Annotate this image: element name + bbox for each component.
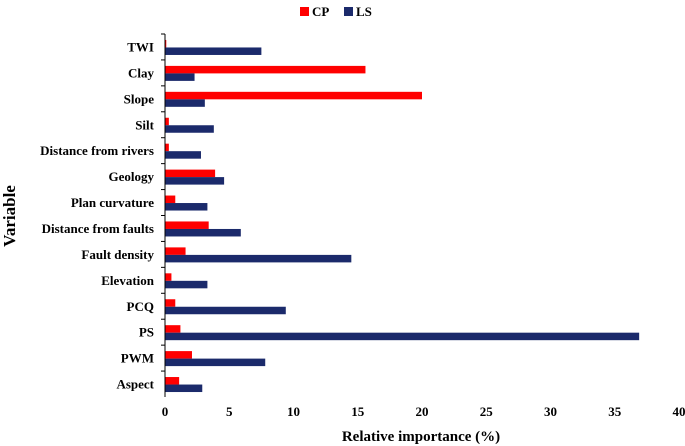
bar-ls-aspect xyxy=(165,384,203,393)
y-tick-label: Distance from faults xyxy=(42,221,154,236)
bar-cp-slope xyxy=(165,91,422,100)
y-tick-label: PCQ xyxy=(127,299,154,314)
bar-ls-pwm xyxy=(165,358,266,367)
legend-label-ls: LS xyxy=(356,4,372,19)
bar-ls-slope xyxy=(165,99,205,107)
y-tick-label: PS xyxy=(139,325,154,340)
y-tick-label: Clay xyxy=(128,65,155,80)
bar-cp-twi xyxy=(165,39,167,48)
bar-cp-clay xyxy=(165,65,366,74)
x-tick-label: 35 xyxy=(608,404,622,419)
bar-ls-fault-density xyxy=(165,254,352,263)
x-tick-label: 15 xyxy=(351,404,365,419)
bar-ls-silt xyxy=(165,125,214,133)
y-tick-label: Fault density xyxy=(81,247,154,262)
legend-label-cp: CP xyxy=(312,4,329,19)
bar-cp-silt xyxy=(165,117,169,126)
legend-swatch-cp xyxy=(300,7,309,16)
x-tick-label: 20 xyxy=(416,404,429,419)
bar-ls-ps xyxy=(165,332,640,341)
bar-ls-geology xyxy=(165,177,225,185)
x-tick-label: 25 xyxy=(480,404,494,419)
x-tick-label: 40 xyxy=(673,404,685,419)
legend-swatch-ls xyxy=(344,7,353,16)
bar-ls-clay xyxy=(165,73,195,81)
y-tick-label: Geology xyxy=(109,169,155,184)
y-tick-label: Silt xyxy=(135,117,154,132)
x-tick-label: 0 xyxy=(162,404,169,419)
y-tick-label: Elevation xyxy=(101,273,154,288)
axes-group: TWI Clay Slope Silt Distance from rivers Geol… xyxy=(40,33,685,419)
y-tick-label: PWM xyxy=(121,351,154,366)
bars-group xyxy=(165,39,640,393)
bar-cp-fault-density xyxy=(165,247,186,255)
bar-ls-elevation xyxy=(165,280,208,289)
x-tick-label: 10 xyxy=(287,404,300,419)
y-tick-label: Distance from rivers xyxy=(40,143,154,158)
bar-cp-pcq xyxy=(165,299,176,307)
bar-cp-pwm xyxy=(165,351,192,359)
legend: CP LS xyxy=(300,4,372,19)
bar-cp-geology xyxy=(165,169,216,178)
bar-ls-distance-from-faults xyxy=(165,228,241,237)
bar-cp-distance-from-faults xyxy=(165,221,209,229)
bar-cp-aspect xyxy=(165,377,180,385)
y-tick-label: Plan curvature xyxy=(71,195,154,210)
x-axis-label: Relative importance (%) xyxy=(342,429,500,445)
x-tick-label: 5 xyxy=(226,404,233,419)
y-axis-label: Variable xyxy=(0,185,19,247)
y-tick-label: Slope xyxy=(124,91,155,106)
bar-ls-twi xyxy=(165,47,262,55)
y-tick-label: Aspect xyxy=(116,377,154,392)
bar-cp-plan-curvature xyxy=(165,195,176,204)
bar-cp-distance-from-rivers xyxy=(165,143,169,152)
bar-ls-plan-curvature xyxy=(165,203,208,211)
bar-cp-ps xyxy=(165,325,181,333)
x-tick-label: 30 xyxy=(544,404,557,419)
bar-cp-elevation xyxy=(165,273,172,281)
y-tick-label: TWI xyxy=(127,39,154,54)
bar-ls-distance-from-rivers xyxy=(165,151,201,159)
bar-ls-pcq xyxy=(165,306,286,315)
